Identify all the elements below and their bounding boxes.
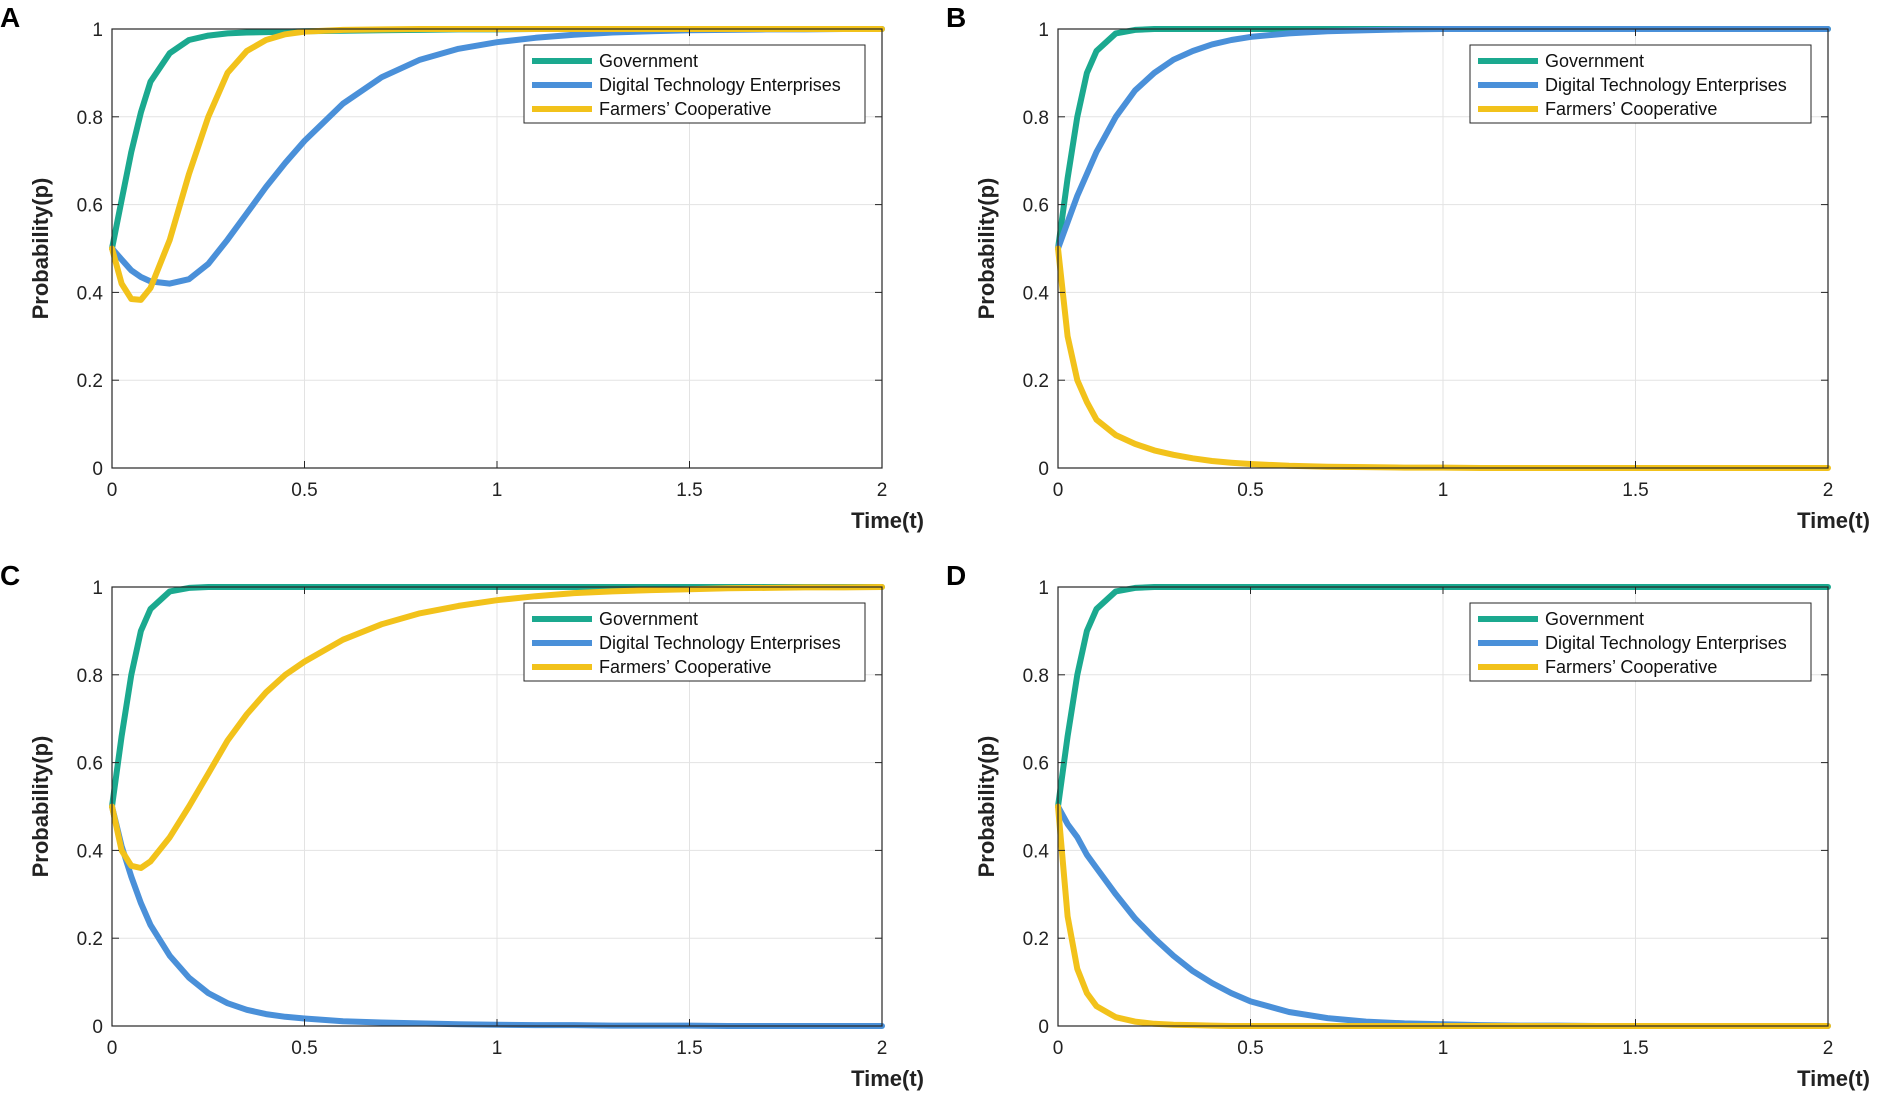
series-line-farmers xyxy=(109,584,885,871)
legend-label: Farmers’ Cooperative xyxy=(1545,99,1717,119)
legend: Government Digital Technology Enterprises… xyxy=(523,602,866,682)
legend-label: Digital Technology Enterprises xyxy=(599,75,841,95)
chart-d: 0 0.5 1 1.5 2 0 0.2 0.4 0.6 0.8 1 Time(t) Probabilit… xyxy=(974,578,1870,1091)
legend-label: Farmers’ Cooperative xyxy=(1545,657,1717,677)
x-tick-label: 1.5 xyxy=(1622,480,1648,501)
legend-label: Farmers’ Cooperative xyxy=(599,657,771,677)
x-tick-label: 0.5 xyxy=(291,1038,317,1059)
x-tick-label: 0.5 xyxy=(291,480,317,501)
legend-label: Government xyxy=(1545,609,1644,629)
x-tick-label: 1.5 xyxy=(676,1038,702,1059)
legend-label: Digital Technology Enterprises xyxy=(1545,75,1787,95)
y-tick-label: 0.6 xyxy=(77,754,103,775)
y-tick-label: 0.8 xyxy=(1023,666,1049,687)
x-axis-title: Time(t) xyxy=(1797,1066,1870,1091)
y-tick-label: 0.6 xyxy=(1023,196,1049,217)
y-tick-label: 0.2 xyxy=(77,929,103,950)
legend: Government Digital Technology Enterprises… xyxy=(1469,44,1812,124)
legend-label: Digital Technology Enterprises xyxy=(599,633,841,653)
panel-c: C 0 0.5 1 1.5 2 0 0.2 0.4 0.6 0.8 1 Time(t) Probabil… xyxy=(0,558,946,1116)
y-tick-label: 0.2 xyxy=(1023,929,1049,950)
y-axis-title: Probability(p) xyxy=(974,736,999,878)
x-tick-label: 0 xyxy=(107,1038,118,1059)
chart-b: 0 0.5 1 1.5 2 0 0.2 0.4 0.6 0.8 1 Time(t) Probabilit… xyxy=(974,20,1870,533)
y-tick-label: 0.6 xyxy=(1023,754,1049,775)
legend-label: Government xyxy=(599,609,698,629)
legend-label: Farmers’ Cooperative xyxy=(599,99,771,119)
panel-label: D xyxy=(946,560,967,591)
y-tick-label: 0 xyxy=(1038,1017,1049,1038)
y-tick-label: 0.2 xyxy=(77,371,103,392)
legend-label: Government xyxy=(599,51,698,71)
y-axis-title: Probability(p) xyxy=(28,178,53,320)
legend-label: Digital Technology Enterprises xyxy=(1545,633,1787,653)
x-tick-label: 0 xyxy=(107,480,118,501)
y-tick-label: 0.4 xyxy=(1023,841,1050,862)
panel-label: A xyxy=(0,2,21,33)
x-tick-label: 0.5 xyxy=(1237,480,1263,501)
x-tick-label: 0 xyxy=(1053,1038,1064,1059)
x-tick-label: 2 xyxy=(1823,1038,1834,1059)
y-tick-label: 0.4 xyxy=(77,841,104,862)
x-axis-title: Time(t) xyxy=(851,508,924,533)
y-tick-label: 1 xyxy=(1038,20,1049,41)
x-tick-label: 1.5 xyxy=(1622,1038,1648,1059)
y-tick-label: 0.6 xyxy=(77,196,103,217)
x-tick-label: 0 xyxy=(1053,480,1064,501)
y-tick-label: 0.8 xyxy=(1023,108,1049,129)
y-tick-label: 1 xyxy=(1038,578,1049,599)
x-tick-label: 1 xyxy=(1438,1038,1449,1059)
legend: Government Digital Technology Enterprises… xyxy=(1469,602,1812,682)
x-axis-title: Time(t) xyxy=(851,1066,924,1091)
y-tick-label: 0 xyxy=(1038,459,1049,480)
y-tick-label: 0 xyxy=(92,1017,103,1038)
y-axis-title: Probability(p) xyxy=(974,178,999,320)
x-axis-title: Time(t) xyxy=(1797,508,1870,533)
panel-a: A 0 0.5 1 1.5 2 0 0.2 0.4 0.6 0.8 1 Time(t) Probabil… xyxy=(0,0,946,558)
y-axis-title: Probability(p) xyxy=(28,736,53,878)
x-tick-label: 1 xyxy=(492,1038,503,1059)
x-tick-label: 2 xyxy=(1823,480,1834,501)
y-tick-label: 0.4 xyxy=(77,283,104,304)
panel-b: B 0 0.5 1 1.5 2 0 0.2 0.4 0.6 0.8 1 Time(t) Probabil… xyxy=(946,0,1892,558)
x-tick-label: 1.5 xyxy=(676,480,702,501)
y-tick-label: 0.2 xyxy=(1023,371,1049,392)
chart-a: 0 0.5 1 1.5 2 0 0.2 0.4 0.6 0.8 1 Time(t) Probabilit… xyxy=(28,20,924,533)
legend-label: Government xyxy=(1545,51,1644,71)
panel-label: B xyxy=(946,2,967,33)
y-tick-label: 0 xyxy=(92,459,103,480)
chart-c: 0 0.5 1 1.5 2 0 0.2 0.4 0.6 0.8 1 Time(t) Probabilit… xyxy=(28,578,924,1091)
x-tick-label: 1 xyxy=(1438,480,1449,501)
x-tick-label: 2 xyxy=(877,1038,888,1059)
y-tick-label: 0.4 xyxy=(1023,283,1050,304)
panel-d: D 0 0.5 1 1.5 2 0 0.2 0.4 0.6 0.8 1 Time(t) Probabil… xyxy=(946,558,1892,1116)
x-tick-label: 0.5 xyxy=(1237,1038,1263,1059)
y-tick-label: 1 xyxy=(92,578,103,599)
x-tick-label: 1 xyxy=(492,480,503,501)
y-tick-label: 0.8 xyxy=(77,666,103,687)
y-tick-label: 0.8 xyxy=(77,108,103,129)
panel-label: C xyxy=(0,560,21,591)
y-tick-label: 1 xyxy=(92,20,103,41)
legend: Government Digital Technology Enterprises… xyxy=(523,44,866,124)
x-tick-label: 2 xyxy=(877,480,888,501)
